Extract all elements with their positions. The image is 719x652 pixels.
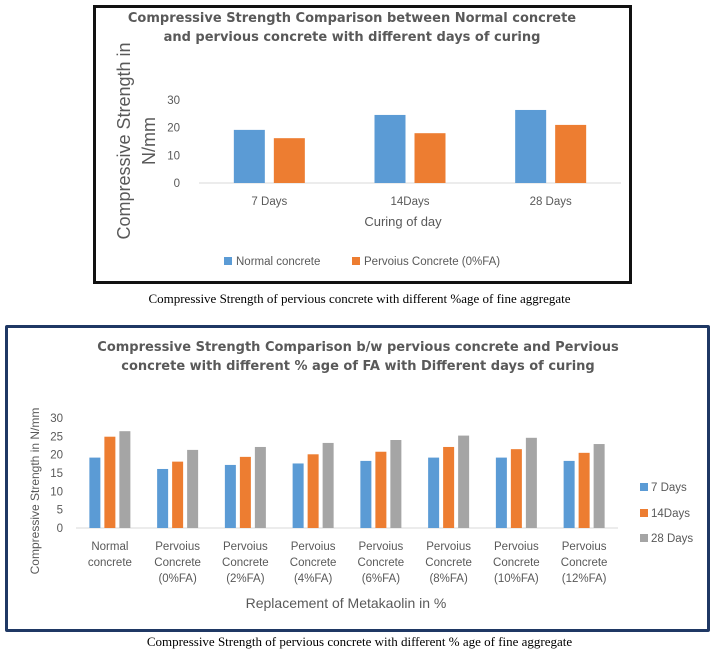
bar-14days (239, 456, 251, 528)
legend-swatch (640, 509, 648, 517)
x-axis-label: Curing of day (364, 214, 442, 229)
legend-swatch (224, 257, 232, 265)
figure-2-caption: Compressive Strength of pervious concret… (146, 634, 573, 649)
legend-swatch (640, 483, 648, 491)
y-axis-label: Compressive Strength in N/mm (28, 408, 42, 575)
bar-28-days (322, 442, 334, 528)
x-tick-label: Concrete (290, 557, 337, 569)
bar-normal-concrete (233, 129, 265, 183)
x-tick-label: Pervoius (291, 541, 336, 553)
chart-title-line: Compressive Strength Comparison between … (128, 11, 576, 26)
x-tick-label: Pervoius (223, 541, 268, 553)
legend-swatch (352, 257, 360, 265)
x-tick-label: Concrete (154, 557, 201, 569)
bar-14days (104, 436, 116, 528)
bar-14days (510, 449, 522, 528)
x-tick-label: (0%FA) (158, 573, 197, 585)
x-tick-label: concrete (88, 557, 132, 569)
y-tick-label: 20 (50, 450, 63, 462)
bar-28-days (254, 446, 266, 528)
x-tick-label: Pervoius (426, 541, 471, 553)
x-tick-label: Concrete (561, 557, 608, 569)
y-tick-label: 0 (57, 523, 63, 535)
x-tick-label: Pervoius (359, 541, 404, 553)
chart-title-line: Compressive Strength Comparison b/w perv… (97, 340, 619, 355)
chart-title-line: concrete with different % age of FA with… (121, 359, 594, 374)
x-tick-label: (10%FA) (494, 573, 539, 585)
y-tick-label: 30 (50, 413, 63, 425)
x-tick-label: (12%FA) (562, 573, 607, 585)
bar-14days (307, 454, 319, 528)
bar-normal-concrete (374, 114, 406, 183)
bar-7-days (224, 464, 236, 528)
y-tick-label: 15 (50, 468, 63, 480)
bar-7-days (563, 460, 575, 528)
x-tick-label: Pervoius (562, 541, 607, 553)
bar-14days (578, 452, 590, 528)
x-tick-label: (2%FA) (226, 573, 265, 585)
x-tick-label: Concrete (222, 557, 269, 569)
y-tick-label: 20 (167, 123, 180, 135)
x-tick-label: 28 Days (530, 196, 572, 208)
x-tick-label: 7 Days (251, 196, 287, 208)
bar-pervoius-concrete-0-fa- (414, 133, 446, 183)
x-axis-label: Replacement of Metakaolin in % (246, 595, 447, 611)
bar-7-days (360, 460, 372, 528)
bar-pervoius-concrete-0-fa- (555, 124, 587, 183)
y-axis-label-line: N/mm (139, 117, 159, 165)
x-tick-label: Normal (91, 541, 128, 553)
bar-7-days (157, 468, 169, 528)
x-tick-label: 14Days (391, 196, 430, 208)
legend-swatch (640, 534, 648, 542)
y-tick-label: 0 (174, 178, 180, 190)
bar-14days (375, 451, 387, 528)
bar-28-days (187, 449, 199, 528)
y-tick-label: 25 (50, 431, 63, 443)
legend-label: Normal concrete (236, 256, 320, 268)
figure-1-caption: Compressive Strength of pervious concret… (148, 291, 571, 306)
x-tick-label: Pervoius (155, 541, 200, 553)
y-tick-label: 5 (57, 505, 63, 517)
chart-1: Compressive Strength Comparison between … (114, 11, 621, 268)
bar-28-days (390, 440, 402, 528)
x-tick-label: Pervoius (494, 541, 539, 553)
legend-label: 14Days (651, 508, 690, 520)
bar-28-days (593, 444, 605, 528)
chart-2-frame (5, 325, 710, 632)
bar-28-days (525, 437, 537, 528)
x-tick-label: (4%FA) (294, 573, 333, 585)
x-tick-label: (6%FA) (362, 573, 401, 585)
bar-7-days (428, 457, 440, 528)
bar-7-days (89, 457, 101, 528)
bar-pervoius-concrete-0-fa- (273, 138, 305, 183)
chart-1-frame (93, 5, 632, 284)
legend-label: 28 Days (651, 533, 693, 545)
y-tick-label: 10 (50, 486, 63, 498)
y-tick-label: 10 (167, 150, 180, 162)
y-axis-label: Compressive Strength in N/mm (114, 42, 159, 239)
bar-28-days (119, 431, 131, 528)
bar-28-days (458, 435, 470, 528)
x-tick-label: Concrete (425, 557, 472, 569)
bar-normal-concrete (515, 109, 547, 183)
y-axis-label-line: Compressive Strength in (114, 42, 134, 239)
legend-label: 7 Days (651, 482, 687, 494)
y-tick-label: 30 (167, 95, 180, 107)
x-tick-label: (8%FA) (429, 573, 468, 585)
x-tick-label: Concrete (358, 557, 405, 569)
x-tick-label: Concrete (493, 557, 540, 569)
bar-14days (443, 446, 455, 528)
bar-7-days (292, 463, 304, 528)
legend-label: Pervoius Concrete (0%FA) (364, 256, 500, 268)
chart-title-line: and pervious concrete with different day… (164, 30, 541, 45)
bar-14days (172, 461, 184, 528)
bar-7-days (495, 457, 507, 528)
